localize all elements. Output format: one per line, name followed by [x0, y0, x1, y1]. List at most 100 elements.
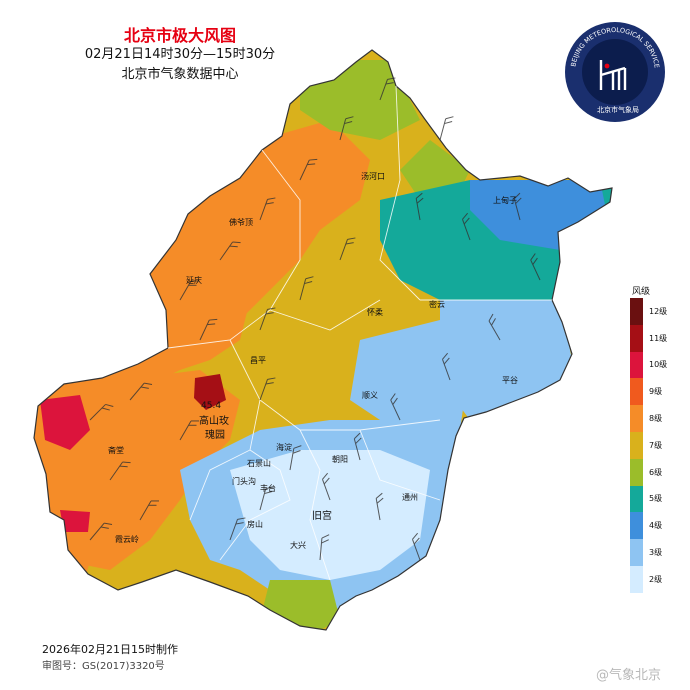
wind-barb-flag [105, 403, 114, 407]
logo-cn-text: 北京市气象局 [597, 105, 639, 114]
wind-barb-icon [375, 498, 381, 521]
place-label-daxing: 大兴 [290, 540, 306, 550]
place-label-shijingshan: 石景山 [247, 458, 271, 468]
wind-barb-flag [355, 437, 362, 444]
wind-barb-icon [379, 79, 388, 101]
wind-scale-legend: 风级 12级 11级 10级 9级 8级 7级 6级 5级 4级 3级 2级 [630, 284, 678, 593]
wind-barb-flag [415, 192, 423, 199]
legend-level: 9级 [630, 378, 678, 406]
wind-barb-flag [209, 318, 218, 321]
legend-label: 2级 [649, 574, 663, 584]
legend-swatch [630, 458, 643, 486]
legend-level: 4级 [630, 512, 678, 540]
wind-barb-icon [109, 461, 124, 481]
wind-barb-flag [412, 532, 419, 540]
legend-swatch [630, 565, 643, 593]
wind-barb-icon [219, 241, 234, 261]
wind-barb-flag [345, 242, 354, 245]
legend-label: 12级 [649, 306, 668, 316]
legend-swatch [630, 351, 643, 379]
wind-barb-icon [530, 259, 541, 281]
wind-barb-icon [488, 320, 501, 341]
legend-level: 3级 [630, 539, 678, 566]
wind-barb-flag [144, 382, 153, 386]
wind-barb-flag [122, 461, 131, 464]
wind-barb-flag [119, 465, 128, 468]
wind-barb-icon [513, 198, 521, 221]
wind-barb-flag [235, 522, 244, 525]
wind-barb-flag [385, 82, 394, 85]
wind-barb-icon [179, 280, 192, 301]
legend-level: 2级 [630, 565, 678, 593]
wind-barb-icon [259, 379, 268, 401]
wind-barb-flag [322, 472, 329, 480]
legend-swatch [630, 431, 643, 459]
max-value-label: 45.4 [201, 401, 221, 411]
wind-barb-flag [392, 397, 398, 405]
wind-barb-icon [199, 319, 210, 341]
wind-barb-flag [413, 537, 420, 545]
legend-level: 5级 [630, 485, 678, 513]
place-label-shunyi: 顺义 [362, 391, 378, 400]
wind-barb-flag [264, 491, 273, 495]
wind-barb-icon [179, 420, 192, 441]
wind-barb-flag [353, 432, 361, 440]
wind-barb-icon [415, 198, 421, 221]
made-at: 2026年02月21日15时制作 [42, 643, 178, 656]
legend-level: 12级 [630, 298, 678, 325]
wind-barb-flag [232, 241, 241, 244]
wind-barb-flag [376, 497, 384, 504]
wind-barb-flag [488, 313, 494, 322]
city-boundary [33, 49, 613, 631]
wind-barb-icon [229, 519, 238, 541]
wind-barb-flag [462, 212, 469, 220]
wind-barb-icon [339, 239, 348, 261]
wind-barb-flag [267, 307, 276, 310]
place-label-fengtai: 丰台 [260, 483, 276, 493]
place-label-meiguiyuan: 瑰园 [205, 428, 225, 441]
data-source: 北京市气象数据中心 [121, 67, 239, 82]
wind-barb-flag [530, 253, 536, 261]
legend-swatch [630, 485, 643, 513]
wind-barb-flag [100, 526, 109, 529]
wind-barb-flag [321, 539, 329, 544]
wind-barb-flag [101, 407, 110, 411]
legend-label: 8级 [649, 414, 663, 424]
wind-barb-flag [375, 492, 383, 499]
legend-label: 3级 [649, 548, 663, 558]
place-label-tongzhou: 通州 [402, 492, 418, 502]
wind-barbs [89, 77, 541, 561]
legend-level: 7级 [630, 431, 678, 459]
wind-barb-flag [445, 116, 454, 120]
wind-barb-flag [305, 276, 314, 280]
wind-barb-icon [339, 118, 347, 141]
wind-barb-icon [462, 219, 471, 241]
place-label-jiugong: 旧宫 [312, 509, 332, 522]
place-label-pinggu: 平谷 [502, 376, 518, 385]
wind-barb-flag [344, 121, 353, 125]
wind-barb-icon [412, 539, 421, 561]
wind-barb-flag [229, 245, 238, 248]
legend-level: 11级 [630, 324, 678, 352]
legend-label: 5级 [649, 494, 663, 504]
place-label-tanghekou: 汤河口 [361, 171, 385, 181]
legend-label: 6级 [649, 467, 663, 477]
wind-barb-flag [265, 486, 274, 490]
weibo-watermark: @气象北京 [596, 668, 662, 683]
wind-barb-flag [515, 197, 522, 204]
legend-level: 8级 [630, 405, 678, 432]
wind-barb-icon [299, 278, 307, 301]
wind-barb-icon [353, 438, 361, 461]
wind-barb-icon [289, 448, 295, 471]
wind-barb-flag [265, 382, 274, 385]
district-boundaries [167, 85, 552, 581]
wind-barb-icon [89, 522, 105, 541]
wind-barb-icon [259, 488, 267, 511]
review-number: 审图号：GS(2017)3320号 [42, 661, 165, 672]
legend-swatch [630, 324, 643, 352]
wind-barb-flag [292, 450, 301, 454]
place-label-shangdianzi: 上甸子 [493, 195, 517, 205]
wind-barb-flag [321, 534, 330, 539]
legend-level: 6级 [630, 458, 678, 486]
